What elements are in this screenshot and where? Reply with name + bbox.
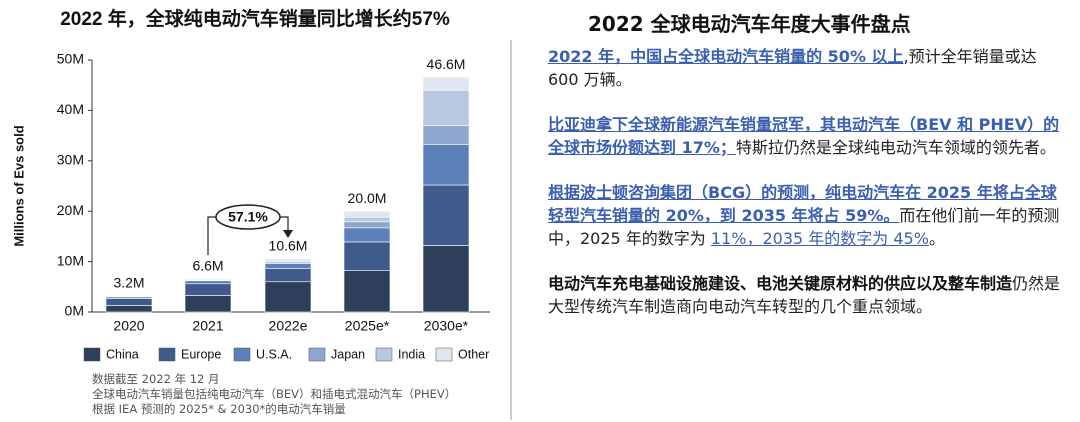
legend-swatch <box>233 347 251 362</box>
bar-segment <box>264 258 312 262</box>
bar-segment <box>343 270 391 313</box>
bar-segment <box>422 144 470 186</box>
annotation-arrow <box>207 216 289 255</box>
y-tick-label: 40M <box>57 101 84 117</box>
total-label: 6.6M <box>192 257 223 273</box>
annotation: 57.1% <box>228 209 268 225</box>
paragraph: 根据波士顿咨询集团（BCG）的预测，纯电动汽车在 2025 年将占全球轻型汽车销… <box>548 181 1068 250</box>
legend-label: India <box>398 347 425 361</box>
notes: 数据截至 2022 年 12 月全球电动汽车销量包括纯电动汽车（BEV）和插电式… <box>92 372 456 417</box>
y-tick-label: 30M <box>57 152 84 168</box>
text-segment: ,预计全年销量或达 600 万辆。 <box>548 47 1037 89</box>
chart: 2022 年，全球纯电动汽车销量同比增长约57% Millions of Evs… <box>11 7 512 420</box>
text-segment: 11%，2035 年的数字为 45% <box>710 229 929 248</box>
bar-segment <box>184 278 232 281</box>
y-tick-label: 0M <box>65 303 84 319</box>
legend-swatch <box>308 347 326 362</box>
bar-segment <box>184 295 232 313</box>
y-tick-label: 50M <box>57 51 84 67</box>
bar-segment <box>422 89 470 126</box>
bar-segment <box>343 227 391 243</box>
text-segment: 电动汽车充电基础设施建设、电池关键原材料的供应以及整车制造 <box>548 274 1013 293</box>
bar-segment <box>105 298 153 306</box>
bar-segment <box>105 305 153 313</box>
bar-segment <box>184 280 232 285</box>
bar-segment <box>422 184 470 246</box>
arrow-head <box>283 230 293 238</box>
x-tick-label: 2020 <box>113 318 144 334</box>
note: 根据 IEA 预测的 2025* & 2030*的电动汽车销量 <box>92 402 346 416</box>
bar-segment <box>343 216 391 223</box>
x-tick-label: 2021 <box>192 318 223 334</box>
paragraph: 电动汽车充电基础设施建设、电池关键原材料的供应以及整车制造仍然是大型传统汽车制造… <box>548 272 1068 318</box>
text-segment: 比亚迪拿下全球新能源汽车销量冠军，其电动汽车（BEV 和 PHEV）的全球市场份… <box>548 115 1060 157</box>
legend-label: China <box>106 347 139 361</box>
x-tick-label: 2025e* <box>345 318 390 334</box>
note: 全球电动汽车销量包括纯电动汽车（BEV）和插电式混动汽车（PHEV） <box>92 387 457 401</box>
text-segment: 特斯拉仍然是全球纯电动汽车领域的领先者。 <box>735 138 1056 157</box>
x-tick-label: 2030e* <box>424 318 469 334</box>
total-label: 20.0M <box>348 190 387 206</box>
y-tick-label: 20M <box>57 202 84 218</box>
bar-segment <box>343 221 391 229</box>
bar-segment <box>422 245 470 313</box>
legend-swatch <box>435 347 453 362</box>
panel-title: 2022 全球电动汽车年度大事件盘点 <box>588 12 911 36</box>
total-label: 3.2M <box>113 275 144 291</box>
events-panel: 2022 全球电动汽车年度大事件盘点 2022 年，中国占全球电动汽车销量的 5… <box>548 8 1068 340</box>
legend-label: Japan <box>331 347 365 361</box>
bar-segment <box>422 76 470 91</box>
bar-segment <box>264 268 312 283</box>
total-label: 10.6M <box>269 237 308 253</box>
text-segment: 2022 年，中国占全球电动汽车销量的 50% 以上 <box>548 47 904 66</box>
y-axis-label: Millions of Evs sold <box>11 125 26 246</box>
bar-segment <box>343 210 391 218</box>
paragraph: 2022 年，中国占全球电动汽车销量的 50% 以上,预计全年销量或达 600 … <box>548 45 1068 91</box>
paragraph: 比亚迪拿下全球新能源汽车销量冠军，其电动汽车（BEV 和 PHEV）的全球市场份… <box>548 113 1068 159</box>
text-segment: 。 <box>928 229 945 248</box>
legend-label: Other <box>458 347 489 361</box>
legend-label: Europe <box>181 347 221 361</box>
bar-segment <box>343 241 391 271</box>
y-tick-label: 10M <box>57 252 84 268</box>
bar-segment <box>105 295 153 297</box>
legend-label: U.S.A. <box>256 347 292 361</box>
bar-segment <box>184 283 232 296</box>
total-label: 46.6M <box>427 56 466 72</box>
note: 数据截至 2022 年 12 月 <box>92 372 220 386</box>
bar-segment <box>264 263 312 269</box>
legend-swatch <box>158 347 176 362</box>
text-segment: 仍然是大型传统汽车制造商向电动汽车转型的几个重点领域。 <box>548 274 1061 316</box>
bar-segment <box>264 281 312 313</box>
x-tick-label: 2022e <box>269 318 308 334</box>
text-segment: 而在他们前一年的预测中，2025 年的数字为 <box>548 206 1060 248</box>
bar-segment <box>422 125 470 145</box>
text-segment: 根据波士顿咨询集团（BCG）的预测，纯电动汽车在 2025 年将占全球轻型汽车销… <box>548 183 1057 225</box>
legend-swatch <box>83 347 101 362</box>
legend-swatch <box>375 347 393 362</box>
chart-title: 2022 年，全球纯电动汽车销量同比增长约57% <box>60 7 450 30</box>
